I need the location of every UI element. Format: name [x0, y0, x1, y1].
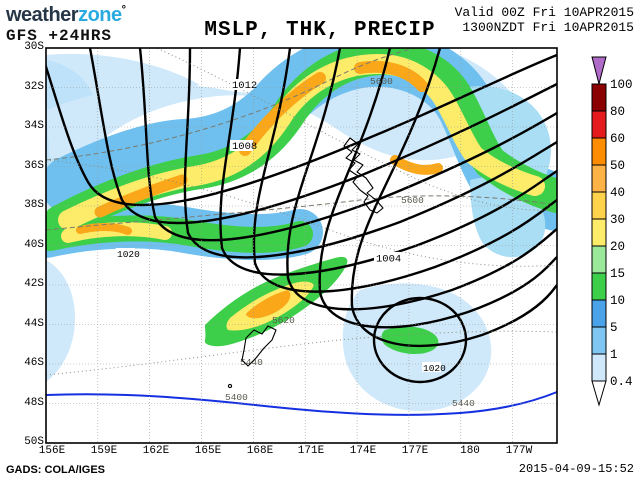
svg-text:1004: 1004: [376, 254, 401, 266]
svg-text:10: 10: [610, 294, 625, 308]
svg-text:5600: 5600: [401, 195, 424, 206]
svg-text:0.4: 0.4: [610, 375, 633, 389]
svg-text:5400: 5400: [225, 392, 248, 403]
svg-text:1008: 1008: [232, 141, 257, 153]
svg-text:5620: 5620: [272, 315, 295, 326]
svg-text:1012: 1012: [232, 80, 257, 92]
svg-text:1020: 1020: [117, 249, 140, 260]
svg-text:50: 50: [610, 159, 625, 173]
svg-text:5440: 5440: [452, 398, 475, 409]
svg-text:40: 40: [610, 186, 625, 200]
svg-text:80: 80: [610, 105, 625, 119]
svg-text:1: 1: [610, 348, 618, 362]
svg-text:100: 100: [610, 78, 633, 92]
svg-text:5: 5: [610, 321, 618, 335]
svg-text:30: 30: [610, 213, 625, 227]
svg-text:20: 20: [610, 240, 625, 254]
svg-text:60: 60: [610, 132, 625, 146]
svg-text:1020: 1020: [423, 363, 446, 374]
svg-text:15: 15: [610, 267, 625, 281]
svg-text:5600: 5600: [370, 76, 393, 87]
